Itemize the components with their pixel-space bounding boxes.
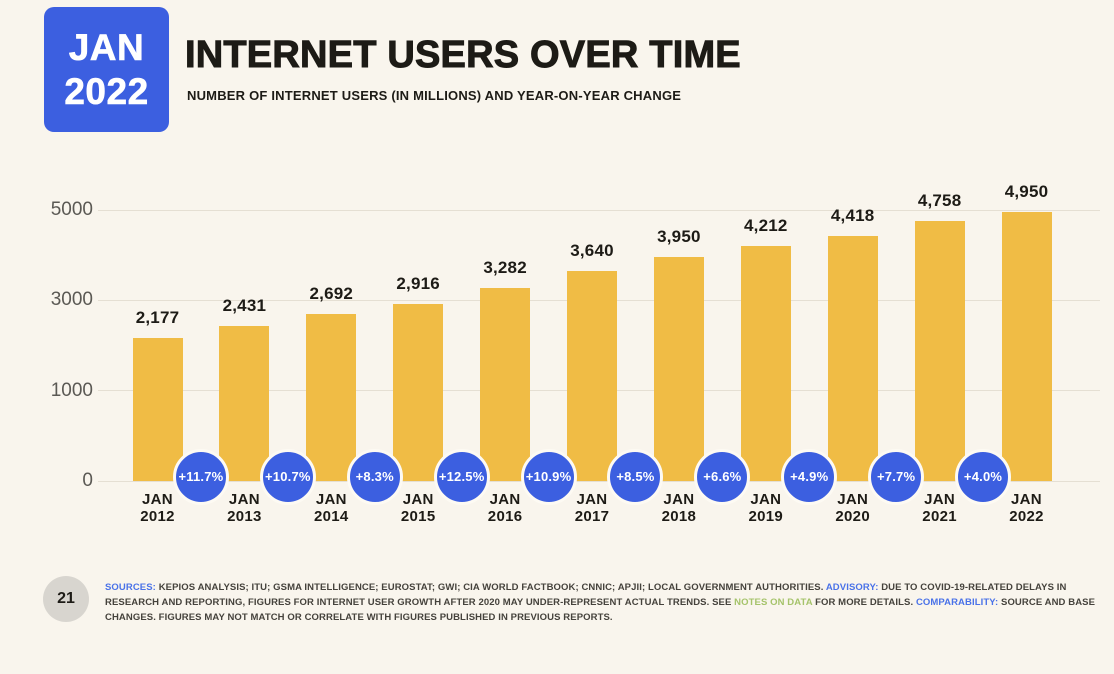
badge-month: JAN bbox=[68, 26, 145, 68]
x-axis-label-line: 2015 bbox=[400, 507, 436, 525]
x-axis-label: JAN 2019 bbox=[723, 491, 809, 525]
x-axis-label-line: 2021 bbox=[922, 507, 957, 525]
x-axis-label-line: JAN bbox=[576, 491, 608, 508]
x-axis-label-line: 2019 bbox=[748, 507, 784, 525]
x-axis-label: JAN 2017 bbox=[549, 491, 635, 525]
source-notes-line: SOURCES: KEPIOS ANALYSIS; ITU; GSMA INTE… bbox=[105, 580, 1095, 595]
x-axis-label-line: JAN bbox=[924, 491, 956, 508]
bar-value-label: 4,758 bbox=[917, 190, 962, 210]
yoy-change-badge: +10.7% bbox=[259, 449, 316, 505]
yoy-change-badge: +4.9% bbox=[781, 449, 838, 505]
x-axis-label: JAN 2014 bbox=[288, 491, 374, 525]
yoy-change-badge: +7.7% bbox=[868, 449, 925, 505]
badge-year: 2022 bbox=[64, 70, 149, 112]
source-notes-segment: FOR MORE DETAILS. bbox=[812, 597, 916, 609]
bar-jan-2018 bbox=[653, 257, 704, 481]
x-axis-label: JAN 2018 bbox=[636, 491, 722, 525]
source-notes-segment: DUE TO COVID-19-RELATED DELAYS IN bbox=[878, 582, 1067, 593]
bar-value-label: 3,640 bbox=[570, 241, 614, 261]
x-axis-label-line: 2012 bbox=[140, 507, 175, 525]
source-notes-segment: SOURCE AND BASE bbox=[998, 597, 1096, 609]
bar-value-label: 2,916 bbox=[396, 274, 440, 294]
bar-value-label: 4,212 bbox=[744, 215, 788, 235]
y-axis-label-5000: 5000 bbox=[50, 199, 93, 220]
date-badge: JAN 2022 bbox=[44, 7, 169, 132]
yoy-change-badge: +10.9% bbox=[520, 449, 577, 505]
source-notes-segment: NOTES ON DATA bbox=[734, 597, 813, 609]
x-axis-label-line: 2013 bbox=[227, 507, 262, 525]
page-title: INTERNET USERS OVER TIME bbox=[185, 34, 742, 77]
source-notes-segment: KEPIOS ANALYSIS; ITU; GSMA INTELLIGENCE;… bbox=[155, 582, 826, 593]
page-number: 21 bbox=[57, 590, 75, 607]
x-axis-label-line: 2014 bbox=[314, 507, 349, 525]
yoy-change-badge: +12.5% bbox=[433, 449, 490, 505]
page-number-badge: 21 bbox=[43, 576, 89, 622]
bar-value-label: 4,950 bbox=[1004, 182, 1049, 202]
bar-jan-2016 bbox=[480, 287, 531, 481]
yoy-change-badge: +11.7% bbox=[172, 449, 229, 505]
source-notes-segment: COMPARABILITY: bbox=[915, 597, 999, 609]
x-axis-label-line: JAN bbox=[228, 491, 260, 508]
source-notes: SOURCES: KEPIOS ANALYSIS; ITU; GSMA INTE… bbox=[105, 580, 1095, 626]
bar-value-label: 4,418 bbox=[830, 206, 875, 226]
x-axis-label: JAN 2021 bbox=[897, 491, 983, 525]
bar-jan-2013 bbox=[219, 326, 270, 481]
bar-jan-2020 bbox=[827, 236, 878, 481]
x-axis-label-line: JAN bbox=[315, 491, 347, 508]
y-axis-label-0: 0 bbox=[82, 470, 93, 491]
gridline-5000 bbox=[98, 209, 1100, 211]
x-axis-label-line: 2020 bbox=[835, 507, 870, 525]
bar-jan-2017 bbox=[567, 271, 617, 481]
x-axis-label: JAN 2013 bbox=[201, 491, 287, 525]
x-axis-label-line: JAN bbox=[402, 491, 434, 508]
bar-jan-2012 bbox=[132, 337, 183, 481]
bar-jan-2022 bbox=[1001, 212, 1052, 481]
source-notes-segment: SOURCES: bbox=[105, 582, 156, 593]
x-axis-label: JAN 2015 bbox=[375, 491, 461, 525]
bar-jan-2021 bbox=[914, 220, 965, 481]
x-axis-label-line: JAN bbox=[663, 491, 695, 508]
bar-value-label: 3,950 bbox=[657, 227, 701, 247]
y-axis-label-3000: 3000 bbox=[50, 289, 93, 311]
source-notes-segment: ADVISORY: bbox=[825, 582, 879, 593]
yoy-change-badge: +6.6% bbox=[694, 449, 751, 505]
x-axis-label-line: JAN bbox=[1011, 491, 1042, 508]
bar-value-label: 2,177 bbox=[135, 307, 180, 327]
x-axis-label: JAN 2012 bbox=[115, 491, 201, 525]
bar-value-label: 2,692 bbox=[309, 284, 354, 304]
x-axis-label-line: JAN bbox=[837, 491, 869, 508]
y-axis-label-1000: 1000 bbox=[50, 379, 93, 401]
bar-jan-2014 bbox=[306, 314, 357, 481]
x-axis-label: JAN 2020 bbox=[810, 491, 896, 525]
x-axis-label-line: 2018 bbox=[661, 507, 697, 525]
bar-value-label: 2,431 bbox=[222, 296, 267, 316]
gridline-0 bbox=[98, 480, 1100, 482]
source-notes-line: CHANGES. FIGURES MAY NOT MATCH OR CORREL… bbox=[105, 610, 1095, 625]
x-axis-label-line: JAN bbox=[489, 491, 521, 508]
x-axis-label-line: 2016 bbox=[487, 507, 523, 525]
source-notes-segment: CHANGES. FIGURES MAY NOT MATCH OR CORREL… bbox=[105, 612, 613, 624]
yoy-change-badge: +8.5% bbox=[607, 449, 664, 505]
x-axis-label-line: JAN bbox=[750, 491, 782, 508]
x-axis-label-line: JAN bbox=[142, 491, 173, 508]
yoy-change-badge: +8.3% bbox=[346, 449, 403, 505]
x-axis-label: JAN 2022 bbox=[984, 491, 1070, 525]
x-axis-label: JAN 2016 bbox=[462, 491, 548, 525]
yoy-change-badge: +4.0% bbox=[955, 449, 1012, 505]
source-notes-line: RESEARCH AND REPORTING, FIGURES FOR INTE… bbox=[105, 595, 1095, 610]
x-axis-label-line: 2017 bbox=[574, 507, 610, 525]
source-notes-segment: RESEARCH AND REPORTING, FIGURES FOR INTE… bbox=[105, 597, 735, 609]
page-subtitle: NUMBER OF INTERNET USERS (IN MILLIONS) A… bbox=[187, 88, 682, 103]
x-axis-label-line: 2022 bbox=[1009, 507, 1044, 525]
bar-value-label: 3,282 bbox=[483, 257, 527, 277]
bar-jan-2019 bbox=[740, 245, 791, 481]
bar-jan-2015 bbox=[393, 304, 444, 481]
